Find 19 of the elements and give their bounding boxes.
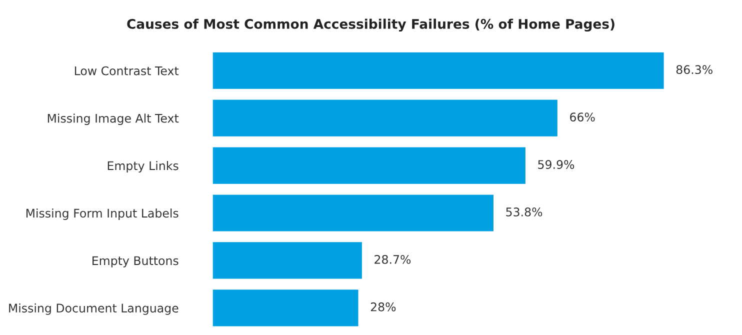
y-tick-label: Missing Document Language xyxy=(9,303,178,315)
bar xyxy=(212,193,495,233)
data-label: 86.3% xyxy=(676,65,712,74)
data-label: 53.8% xyxy=(506,208,542,216)
data-label: 66% xyxy=(570,112,595,122)
data-label: 28% xyxy=(370,302,396,312)
y-tick-label: Low Contrast Text xyxy=(74,66,179,76)
bar xyxy=(212,240,364,280)
y-tick-label: Empty Buttons xyxy=(92,256,178,268)
y-tick-label: Missing Image Alt Text xyxy=(48,114,179,126)
bar xyxy=(212,98,559,138)
y-tick-label: Empty Links xyxy=(108,161,178,172)
y-tick-label: Missing Form Input Labels xyxy=(26,208,178,220)
data-label: 59.9% xyxy=(538,160,574,169)
bar xyxy=(212,288,360,328)
chart-title: Causes of Most Common Accessibility Failures (% of Home Pages) xyxy=(127,18,614,32)
data-label: 28.7% xyxy=(374,254,411,264)
bar xyxy=(212,146,527,186)
bar xyxy=(212,50,666,90)
